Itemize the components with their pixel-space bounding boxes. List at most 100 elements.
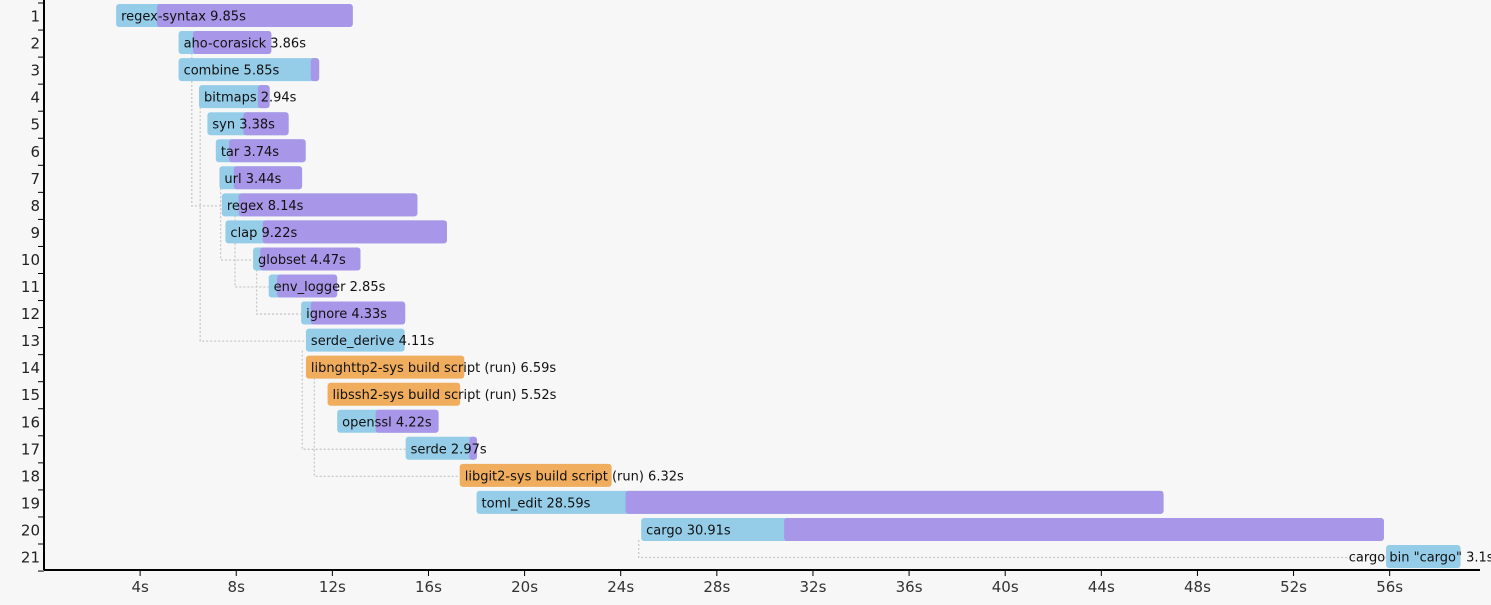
row-number: 1: [30, 8, 40, 26]
unit-label: tar 3.74s: [221, 145, 279, 160]
row-number: 4: [30, 89, 40, 107]
unit-bar-2[interactable]: aho-corasick 3.86s: [178, 31, 307, 55]
dependency-line: [199, 107, 306, 342]
unit-bar-codegen: [260, 247, 361, 271]
unit-bar-frontend: [305, 328, 405, 352]
unit-bar-20[interactable]: cargo 30.91s: [641, 517, 1384, 541]
unit-bar-codegen: [233, 166, 303, 190]
unit-bar-7[interactable]: url 3.44s: [219, 166, 303, 190]
row-number: 8: [30, 197, 40, 215]
dependency-line: [638, 539, 1387, 559]
unit-bar-codegen: [243, 112, 289, 136]
unit-bar-codegen: [238, 193, 418, 217]
unit-label: cargo bin "cargo" 3.1s: [1349, 551, 1491, 566]
unit-bar-codegen: [277, 274, 338, 298]
unit-bar-9[interactable]: clap 9.22s: [225, 220, 447, 244]
x-tick-label: 16s: [415, 578, 442, 596]
unit-label: cargo 30.91s: [646, 523, 731, 538]
row-number: 13: [21, 332, 40, 350]
dependency-line: [313, 377, 460, 478]
unit-bar-codegen: [625, 490, 1164, 514]
unit-label: url 3.44s: [224, 172, 281, 187]
x-tick-label: 36s: [896, 578, 923, 596]
unit-bar-codegen: [375, 409, 439, 433]
unit-bar-frontend: [459, 463, 612, 487]
unit-bar-15[interactable]: libssh2-sys build script (run) 5.52s: [327, 382, 557, 406]
dependency-lines: [191, 53, 1387, 559]
unit-label: clap 9.22s: [230, 226, 297, 241]
dependency-line: [219, 188, 254, 261]
unit-bar-frontend: [327, 382, 461, 406]
unit-label: serde 2.97s: [411, 442, 487, 457]
unit-bar-10[interactable]: globset 4.47s: [253, 247, 361, 271]
unit-label: regex 8.14s: [227, 199, 304, 214]
x-tick-label: 44s: [1088, 578, 1115, 596]
unit-bar-19[interactable]: toml_edit 28.59s: [476, 490, 1164, 514]
x-tick-label: 52s: [1280, 578, 1307, 596]
unit-bar-6[interactable]: tar 3.74s: [215, 139, 306, 163]
unit-bar-5[interactable]: syn 3.38s: [207, 112, 289, 136]
unit-bar-14[interactable]: libnghttp2-sys build script (run) 6.59s: [305, 355, 556, 379]
x-tick-label: 32s: [800, 578, 827, 596]
x-tick-label: 40s: [992, 578, 1019, 596]
row-number: 3: [30, 62, 40, 80]
dependency-line: [191, 53, 222, 207]
unit-bar-frontend: [405, 436, 478, 460]
unit-bar-frontend: [178, 58, 320, 82]
unit-label: bitmaps 2.94s: [204, 91, 297, 106]
row-number: 5: [30, 116, 40, 134]
unit-label: ignore 4.33s: [306, 307, 387, 322]
x-tick-label: 56s: [1376, 578, 1403, 596]
row-number: 12: [21, 305, 40, 323]
unit-label: combine 5.85s: [184, 64, 280, 79]
unit-bar-8[interactable]: regex 8.14s: [221, 193, 418, 217]
unit-bar-codegen: [310, 301, 406, 325]
unit-bar-12[interactable]: ignore 4.33s: [301, 301, 406, 325]
unit-bar-codegen: [156, 4, 353, 27]
unit-label: aho-corasick 3.86s: [184, 37, 307, 52]
unit-bar-1[interactable]: regex-syntax 9.85s: [116, 4, 353, 27]
unit-bar-codegen: [229, 139, 306, 163]
unit-bar-codegen: [257, 85, 270, 109]
unit-bar-13[interactable]: serde_derive 4.11s: [305, 328, 435, 352]
row-number: 21: [21, 549, 40, 567]
unit-label: serde_derive 4.11s: [311, 334, 435, 349]
unit-label: env_logger 2.85s: [274, 280, 386, 295]
unit-label: libssh2-sys build script (run) 5.52s: [333, 388, 557, 403]
unit-bar-codegen: [262, 220, 447, 244]
row-number: 19: [21, 494, 40, 512]
row-number: 11: [21, 278, 40, 296]
unit-bar-frontend: [305, 355, 465, 379]
unit-label: openssl 4.22s: [342, 415, 432, 430]
row-number: 17: [21, 440, 40, 458]
unit-bar-frontend: [1386, 545, 1461, 568]
dependency-line: [301, 350, 406, 450]
unit-bar-3[interactable]: combine 5.85s: [178, 58, 320, 82]
unit-bar-11[interactable]: env_logger 2.85s: [268, 274, 386, 298]
unit-bar-codegen: [784, 517, 1384, 541]
unit-bar-codegen: [469, 436, 478, 460]
row-number: 6: [30, 143, 40, 161]
row-number: 10: [21, 251, 40, 269]
unit-label: libgit2-sys build script (run) 6.32s: [465, 469, 684, 484]
unit-bar-21[interactable]: cargo bin "cargo" 3.1s: [1349, 545, 1491, 568]
row-number: 9: [30, 224, 40, 242]
x-tick-label: 28s: [703, 578, 730, 596]
unit-bar-18[interactable]: libgit2-sys build script (run) 6.32s: [459, 463, 684, 487]
unit-bar-17[interactable]: serde 2.97s: [405, 436, 487, 460]
unit-label: toml_edit 28.59s: [482, 496, 591, 511]
unit-bars: regex-syntax 9.85s aho-corasick 3.86s comb…: [116, 4, 1491, 568]
unit-bar-16[interactable]: openssl 4.22s: [337, 409, 439, 433]
x-tick-label: 24s: [607, 578, 634, 596]
x-tick-label: 4s: [131, 578, 149, 596]
unit-label: regex-syntax 9.85s: [121, 10, 246, 25]
x-tick-label: 20s: [511, 578, 538, 596]
dependency-line: [256, 269, 302, 315]
unit-bar-frontend: [198, 85, 270, 109]
x-tick-label: 12s: [319, 578, 346, 596]
row-number: 18: [21, 467, 40, 485]
unit-bar-4[interactable]: bitmaps 2.94s: [198, 85, 297, 109]
unit-bar-codegen: [192, 31, 272, 55]
